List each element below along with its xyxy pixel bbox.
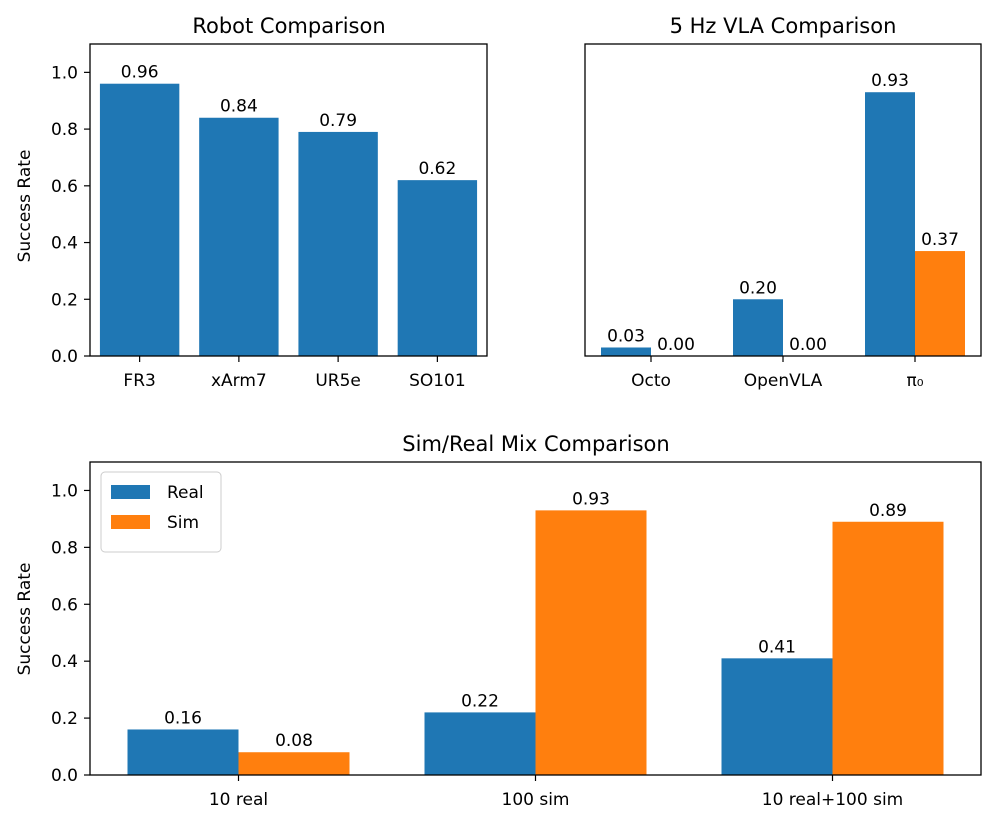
- y-tick-label: 0.6: [51, 595, 78, 615]
- legend-label: Sim: [167, 513, 199, 533]
- x-tick-label: FR3: [123, 371, 155, 391]
- x-tick-label: 10 real: [209, 790, 268, 810]
- vla-comparison-chart: 5 Hz VLA Comparison 0.03 0.00 0.20 0.00 0.93…: [584, 14, 982, 391]
- bar-value-label: 0.20: [739, 278, 777, 298]
- y-tick-label: 0.4: [51, 652, 78, 672]
- y-tick-label: 1.0: [51, 63, 78, 83]
- bar-real: [601, 347, 651, 356]
- bar-value-label: 0.84: [220, 97, 258, 117]
- bar-value-label: 0.22: [461, 691, 499, 711]
- bar-sim: [915, 251, 965, 356]
- bar-value-label: 0.16: [164, 708, 202, 728]
- y-tick-label: 0.6: [51, 177, 78, 197]
- bar-value-label: 0.41: [758, 637, 796, 657]
- robot-comparison-chart: Robot Comparison Success Rate 0.960.840.…: [15, 14, 488, 391]
- y-tick-label: 0.2: [51, 290, 78, 310]
- bar-group: 0.96 0.84 0.79 0.62: [99, 63, 478, 356]
- y-tick-label: 0.0: [51, 347, 78, 367]
- bar-real: [99, 83, 180, 356]
- bar-value-label: 0.00: [657, 335, 695, 355]
- bar-group: 0.03 0.00 0.20 0.00 0.93 0.37: [601, 71, 965, 356]
- bar-sim: [535, 510, 647, 775]
- bar-sim: [238, 752, 350, 775]
- tick-group: Octo OpenVLA π₀: [631, 356, 924, 391]
- bar-value-label: 0.03: [607, 326, 645, 346]
- plot-frame: [89, 43, 488, 357]
- bar-value-label: 0.96: [121, 63, 159, 83]
- bar-real: [733, 299, 783, 356]
- bar-value-label: 0.93: [572, 489, 610, 509]
- bar-value-label: 0.79: [319, 111, 357, 131]
- legend: Real Sim: [100, 471, 222, 553]
- x-tick-label: Octo: [631, 371, 671, 391]
- legend-swatch-sim: [111, 515, 150, 529]
- sim-real-mix-chart: Sim/Real Mix Comparison Success Rate 0.1…: [15, 432, 982, 810]
- chart-title: 5 Hz VLA Comparison: [670, 14, 897, 38]
- bar-value-label: 0.89: [869, 501, 907, 521]
- x-tick-label: SO101: [409, 371, 466, 391]
- bar-real: [199, 117, 279, 356]
- y-axis-label: Success Rate: [15, 563, 35, 676]
- y-tick-label: 1.0: [51, 481, 78, 501]
- y-axis-label: Success Rate: [15, 150, 35, 263]
- bar-value-label: 0.62: [418, 159, 456, 179]
- bar-real: [397, 180, 478, 356]
- bar-sim: [832, 521, 944, 775]
- y-tick-label: 0.8: [51, 538, 78, 558]
- bar-value-label: 0.37: [921, 230, 959, 250]
- bar-value-label: 0.00: [789, 335, 827, 355]
- chart-title: Sim/Real Mix Comparison: [402, 432, 669, 456]
- x-tick-label: OpenVLA: [744, 371, 823, 391]
- plot-frame: [89, 461, 982, 776]
- x-tick-label: π₀: [906, 371, 923, 391]
- x-tick-label: 10 real+100 sim: [762, 790, 904, 810]
- bar-real: [721, 658, 833, 775]
- bar-real: [127, 729, 239, 775]
- y-tick-label: 0.4: [51, 234, 78, 254]
- bar-real: [424, 712, 536, 775]
- bar-group: 0.16 0.08 0.22 0.93 0.41 0.89: [127, 489, 944, 775]
- bar-real: [865, 92, 915, 356]
- plot-frame: [584, 43, 982, 357]
- y-tick-label: 0.8: [51, 120, 78, 140]
- legend-label: Real: [167, 483, 204, 503]
- bar-value-label: 0.93: [871, 71, 909, 91]
- chart-title: Robot Comparison: [192, 14, 385, 38]
- tick-group: 0.0 0.2 0.4 0.6 0.8 1.0 10 real 100 sim 10 real+…: [51, 481, 903, 810]
- y-tick-label: 0.2: [51, 709, 78, 729]
- bar-real: [298, 131, 378, 356]
- y-tick-label: 0.0: [51, 766, 78, 786]
- x-tick-label: 100 sim: [502, 790, 570, 810]
- x-tick-label: xArm7: [211, 371, 267, 391]
- legend-swatch-real: [111, 485, 150, 499]
- tick-group: 0.0 0.2 0.4 0.6 0.8 1.0 FR3 xArm7 UR5e SO101: [51, 63, 466, 391]
- bar-value-label: 0.08: [275, 731, 313, 751]
- x-tick-label: UR5e: [315, 371, 361, 391]
